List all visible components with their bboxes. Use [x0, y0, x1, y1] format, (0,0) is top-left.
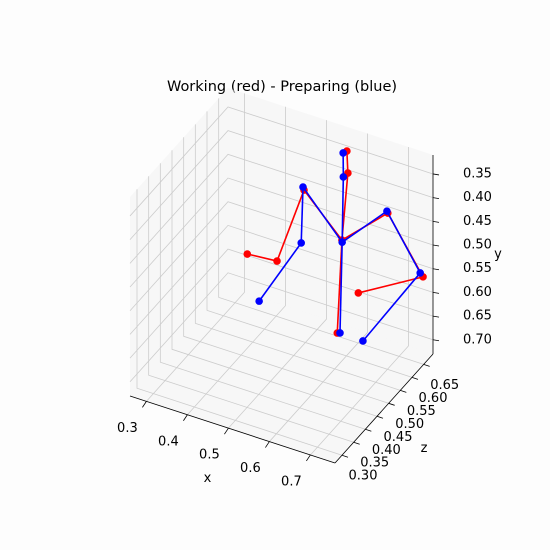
z-tick	[388, 402, 395, 406]
y-axis-label: y	[494, 247, 502, 262]
joint	[299, 183, 307, 191]
bone	[386, 210, 421, 274]
z-tick	[423, 364, 430, 367]
pane-floor	[130, 287, 433, 463]
y-tick	[432, 315, 440, 318]
x-tick-label: 0.5	[199, 448, 220, 463]
joint	[383, 207, 391, 215]
joint	[243, 250, 252, 258]
joint	[336, 329, 344, 337]
z-tick-label: 0.55	[407, 404, 436, 419]
z-tick-label: 0.30	[349, 469, 378, 484]
joint	[255, 297, 263, 305]
y-tick	[432, 292, 440, 294]
x-tick	[224, 427, 229, 435]
joint	[339, 149, 347, 157]
z-tick-label: 0.50	[395, 417, 424, 432]
y-tick-label: 0.40	[463, 190, 492, 205]
bone	[302, 186, 343, 243]
x-tick-label: 0.4	[158, 434, 179, 449]
bone	[341, 176, 345, 243]
z-tick-label: 0.60	[419, 391, 448, 406]
y-grid-line	[129, 106, 434, 217]
z-tick	[341, 454, 349, 458]
joint	[338, 238, 346, 247]
z-axis-label: z	[421, 441, 428, 456]
y-tick	[432, 220, 440, 223]
joint	[354, 289, 363, 297]
bone	[258, 242, 302, 302]
x-axis-label: x	[204, 471, 212, 486]
z-tick	[353, 441, 360, 445]
y-tick-label: 0.45	[463, 214, 492, 229]
y-grid-line	[129, 272, 434, 383]
bone	[276, 189, 305, 262]
x-tick	[183, 414, 188, 421]
y-grid-line	[129, 130, 434, 240]
joint	[339, 173, 348, 181]
y-tick	[432, 268, 440, 271]
z-tick	[400, 389, 407, 393]
y-grid-line	[129, 224, 434, 335]
y-grid-line	[129, 201, 434, 311]
joint	[416, 269, 424, 277]
y-tick	[432, 339, 440, 342]
z-axis-line	[334, 353, 434, 464]
x-tick-label: 0.7	[281, 474, 302, 489]
x-tick-label: 0.3	[117, 421, 138, 436]
z-tick-label: 0.65	[430, 378, 459, 393]
y-grid-line	[129, 153, 434, 264]
x-tick	[306, 454, 311, 462]
joint	[273, 257, 281, 265]
z-tick	[411, 376, 419, 380]
bone	[358, 276, 424, 294]
y-tick	[432, 244, 440, 247]
y-tick-label: 0.70	[463, 332, 492, 347]
y-tick	[432, 197, 440, 200]
joint	[359, 337, 367, 345]
y-tick	[432, 173, 440, 176]
y-tick-label: 0.55	[463, 261, 492, 276]
x-axis-line	[129, 395, 336, 464]
z-tick-label: 0.45	[384, 430, 413, 445]
y-grid-line	[129, 177, 434, 288]
z-tick-label: 0.35	[360, 456, 389, 471]
z-tick	[376, 415, 384, 419]
x-tick	[265, 441, 270, 448]
y-tick-label: 0.50	[463, 238, 492, 253]
chart-title: Working (red) - Preparing (blue)	[167, 79, 397, 95]
bone	[247, 253, 278, 262]
y-tick-label: 0.65	[463, 309, 492, 324]
pane-left	[130, 88, 228, 396]
x-tick	[142, 401, 147, 408]
x-tick-label: 0.6	[240, 461, 261, 476]
y-tick-label: 0.35	[463, 166, 492, 181]
bone	[362, 272, 421, 342]
bone	[300, 187, 304, 243]
bone	[339, 242, 343, 333]
bone	[341, 210, 388, 243]
z-tick-label: 0.40	[372, 443, 401, 458]
z-tick	[365, 428, 372, 432]
y-tick-label: 0.60	[463, 285, 492, 300]
y-grid-line	[129, 248, 434, 359]
joint	[297, 239, 306, 247]
